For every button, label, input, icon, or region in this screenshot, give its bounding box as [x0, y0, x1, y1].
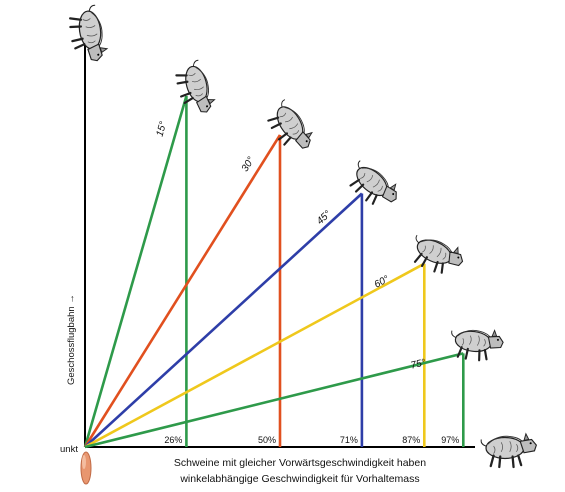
- percent-label-5: 97%: [441, 435, 459, 445]
- percent-label-1: 26%: [164, 435, 182, 445]
- angle-label-2: 30°: [240, 155, 257, 174]
- bullet-icon: [80, 451, 92, 485]
- boar-icon-3: [341, 155, 405, 216]
- boar-icon-5: [447, 324, 506, 364]
- diagonal-line-3: [84, 192, 363, 448]
- diagonal-line-5: [84, 352, 464, 449]
- diagonal-line-2: [83, 134, 282, 448]
- lead-lines: 15° 26% 30° 50% 45° 71% 60° 87% 75° 97%: [83, 57, 506, 449]
- boar-baseline-icon: [479, 432, 538, 469]
- diagonal-line-1: [83, 95, 188, 448]
- vertical-axis-label: Geschossflugbahn →: [66, 294, 77, 385]
- angle-label-5: 75°: [410, 357, 427, 371]
- caption-line-1: Schweine mit gleicher Vorwärtsgeschwindi…: [173, 457, 427, 469]
- origin-label: unkt: [60, 444, 78, 455]
- boar-top-icon: [66, 3, 110, 65]
- angle-label-1: 15°: [155, 120, 170, 138]
- caption-line-2: winkelabhängige Geschwindigkeit für Vorh…: [180, 473, 420, 485]
- boar-icon-4: [405, 229, 469, 282]
- boar-icon-1: [172, 57, 219, 119]
- percent-label-2: 50%: [258, 435, 276, 445]
- percent-label-4: 87%: [402, 435, 420, 445]
- diagonal-line-4: [84, 262, 425, 449]
- angle-label-4: 60°: [373, 274, 392, 291]
- percent-label-3: 71%: [340, 435, 358, 445]
- angle-label-3: 45°: [315, 209, 334, 227]
